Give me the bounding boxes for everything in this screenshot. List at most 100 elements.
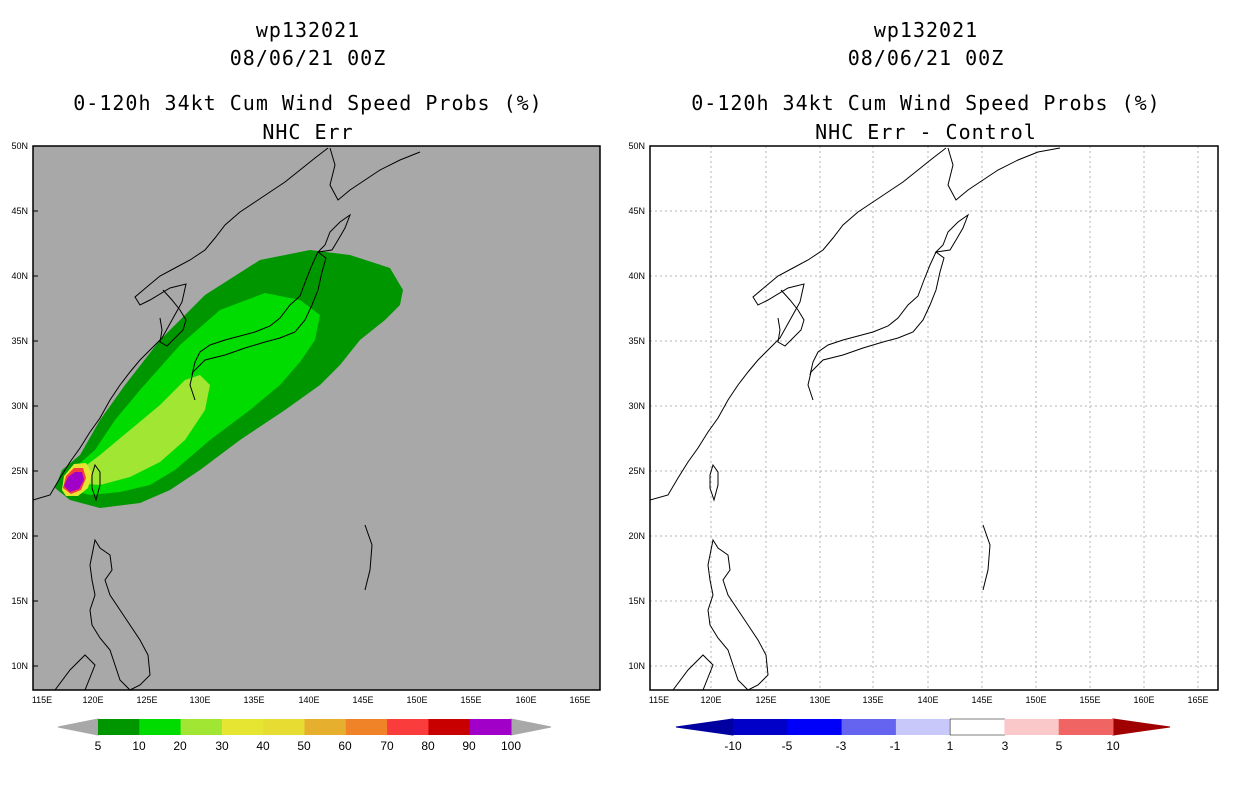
lat-label: 50N	[628, 141, 645, 151]
colorbar-swatch	[139, 719, 182, 735]
lat-label: 40N	[11, 271, 28, 281]
right-map-panel: 50N 45N 40N 35N 30N 25N 20N 15N 10N 115E…	[628, 141, 1219, 705]
cb-label: 40	[256, 739, 270, 753]
lon-label: 150E	[1025, 695, 1046, 705]
colorbar-swatch	[469, 719, 512, 735]
right-subtitle-line2: NHC Err - Control	[815, 120, 1037, 144]
cb-label: 30	[215, 739, 229, 753]
lon-label: 125E	[755, 695, 776, 705]
cb-label: 70	[380, 739, 394, 753]
colorbar-swatch	[1058, 719, 1114, 735]
right-subtitle-line1: 0-120h 34kt Cum Wind Speed Probs (%)	[691, 91, 1161, 115]
lon-label: 120E	[82, 695, 103, 705]
lon-label: 140E	[298, 695, 319, 705]
right-colorbar: -10 -5 -3 -1 1 3 5 10	[675, 718, 1171, 753]
lon-label: 160E	[515, 695, 536, 705]
cb-label: -10	[724, 739, 742, 753]
prob-swath-30	[72, 375, 210, 485]
lon-label: 145E	[352, 695, 373, 705]
right-gridlines	[650, 146, 1218, 690]
right-colorbar-min-arrow	[675, 718, 734, 736]
colorbar-swatch	[733, 719, 788, 735]
left-map-frame	[32, 145, 601, 691]
lon-label: 120E	[700, 695, 721, 705]
lat-label: 15N	[11, 596, 28, 606]
lat-label: 45N	[628, 206, 645, 216]
lat-label: 40N	[628, 271, 645, 281]
cb-label: 1	[947, 739, 954, 753]
lon-label: 130E	[189, 695, 210, 705]
cb-label: 5	[1056, 739, 1063, 753]
lon-label: 135E	[862, 695, 883, 705]
left-colorbar-boxes	[98, 719, 512, 735]
colorbar-swatch	[1004, 719, 1060, 735]
colorbar-swatch	[841, 719, 897, 735]
colorbar-swatch	[98, 719, 140, 735]
cb-label: 20	[173, 739, 187, 753]
left-colorbar-labels: 5 10 20 30 40 50 60 70 80 90 100	[95, 739, 522, 753]
lon-label: 160E	[1133, 695, 1154, 705]
cb-label: 90	[462, 739, 476, 753]
colorbar-swatch	[387, 719, 429, 735]
lon-label: 165E	[569, 695, 590, 705]
right-map-frame	[649, 145, 1219, 691]
cb-label: 10	[132, 739, 146, 753]
lat-label: 35N	[11, 336, 28, 346]
colorbar-swatch	[180, 719, 223, 735]
lat-label: 35N	[628, 336, 645, 346]
lat-label: 50N	[11, 141, 28, 151]
lat-label: 10N	[11, 661, 28, 671]
cb-label: -3	[836, 739, 847, 753]
colorbar-swatch	[221, 719, 264, 735]
lat-label: 15N	[628, 596, 645, 606]
prob-swath-90	[64, 472, 84, 492]
cb-label: 60	[338, 739, 352, 753]
cb-label: 80	[421, 739, 435, 753]
left-colorbar-min-arrow	[57, 718, 99, 736]
right-lat-labels: 50N 45N 40N 35N 30N 25N 20N 15N 10N	[628, 141, 645, 671]
lon-label: 165E	[1187, 695, 1208, 705]
lat-label: 30N	[11, 401, 28, 411]
colorbar-swatch	[428, 719, 471, 735]
lon-label: 155E	[460, 695, 481, 705]
lon-label: 115E	[649, 695, 669, 705]
lon-label: 140E	[917, 695, 938, 705]
left-map-panel: 50N 45N 40N 35N 30N 25N 20N 15N 10N 115E…	[11, 141, 601, 705]
right-colorbar-max-arrow	[1112, 718, 1171, 736]
lat-label: 30N	[628, 401, 645, 411]
right-map-background	[650, 146, 1218, 690]
lat-label: 10N	[628, 661, 645, 671]
lat-label: 25N	[11, 466, 28, 476]
left-subtitle-line2: NHC Err	[262, 120, 354, 144]
left-coastlines	[33, 147, 421, 690]
lat-label: 20N	[11, 531, 28, 541]
right-colorbar-labels: -10 -5 -3 -1 1 3 5 10	[724, 739, 1120, 753]
right-title-line2: 08/06/21 00Z	[847, 46, 1005, 70]
lat-label: 25N	[628, 466, 645, 476]
lon-label: 130E	[809, 695, 830, 705]
lon-label: 150E	[406, 695, 427, 705]
left-title-line1: wp132021	[255, 18, 361, 42]
lon-label: 145E	[971, 695, 992, 705]
colorbar-swatch	[304, 719, 347, 735]
lon-label: 135E	[243, 695, 264, 705]
left-colorbar-max-arrow	[510, 718, 552, 736]
cb-label: 3	[1002, 739, 1009, 753]
lon-label: 125E	[136, 695, 157, 705]
colorbar-swatch	[787, 719, 843, 735]
lon-label: 155E	[1079, 695, 1100, 705]
colorbar-swatch	[895, 719, 951, 735]
right-colorbar-boxes	[733, 718, 1114, 736]
cb-label: -5	[782, 739, 793, 753]
cb-label: 5	[95, 739, 102, 753]
colorbar-swatch	[345, 719, 388, 735]
lat-label: 45N	[11, 206, 28, 216]
colorbar-swatch	[949, 718, 1006, 736]
cb-label: 100	[501, 739, 521, 753]
left-colorbar: 5 10 20 30 40 50 60 70 80 90 100	[57, 718, 552, 753]
lon-label: 115E	[32, 695, 52, 705]
lat-label: 20N	[628, 531, 645, 541]
cb-label: 50	[297, 739, 311, 753]
left-lat-labels: 50N 45N 40N 35N 30N 25N 20N 15N 10N	[11, 141, 28, 671]
right-title-line1: wp132021	[873, 18, 979, 42]
